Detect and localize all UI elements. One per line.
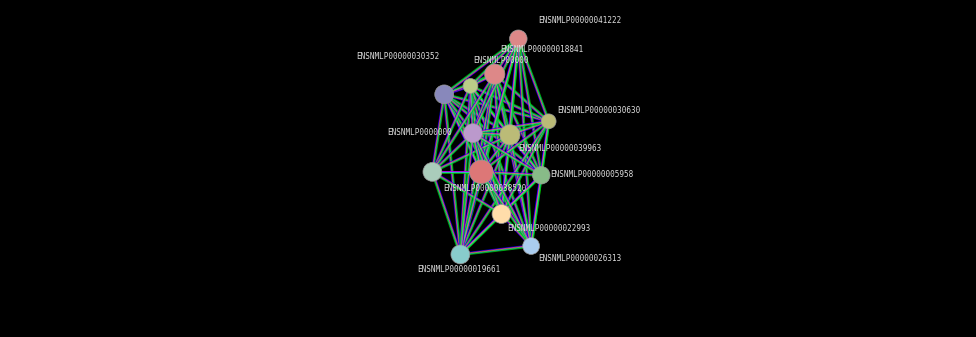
Circle shape bbox=[500, 125, 520, 145]
Circle shape bbox=[492, 205, 510, 223]
Text: ENSNMLP00000026313: ENSNMLP00000026313 bbox=[539, 254, 622, 264]
Circle shape bbox=[533, 166, 550, 184]
Circle shape bbox=[451, 245, 469, 264]
Text: ENSNMLP00000018841: ENSNMLP00000018841 bbox=[500, 45, 583, 54]
Text: ENSNMLP00000030630: ENSNMLP00000030630 bbox=[557, 105, 640, 115]
Text: ENSNMLP00000019661: ENSNMLP00000019661 bbox=[418, 265, 501, 274]
Circle shape bbox=[423, 162, 442, 181]
Text: ENSNMLP00000039963: ENSNMLP00000039963 bbox=[518, 144, 601, 153]
Text: ENSNMLP00000022993: ENSNMLP00000022993 bbox=[508, 224, 590, 233]
Circle shape bbox=[469, 160, 493, 184]
Circle shape bbox=[434, 85, 454, 104]
Circle shape bbox=[463, 79, 478, 93]
Text: ENSNMLP00000041222: ENSNMLP00000041222 bbox=[539, 16, 622, 25]
Circle shape bbox=[509, 30, 527, 48]
Text: ENSNMLP00000038520: ENSNMLP00000038520 bbox=[443, 184, 526, 193]
Circle shape bbox=[485, 64, 505, 84]
Circle shape bbox=[542, 114, 556, 129]
Text: ENSNMLP0000000: ENSNMLP0000000 bbox=[387, 128, 452, 136]
Text: ENSNMLP00000: ENSNMLP00000 bbox=[472, 56, 528, 65]
Circle shape bbox=[523, 238, 540, 254]
Circle shape bbox=[464, 124, 482, 143]
Text: ENSNMLP00000005958: ENSNMLP00000005958 bbox=[550, 170, 633, 179]
Text: ENSNMLP00000030352: ENSNMLP00000030352 bbox=[356, 52, 439, 61]
